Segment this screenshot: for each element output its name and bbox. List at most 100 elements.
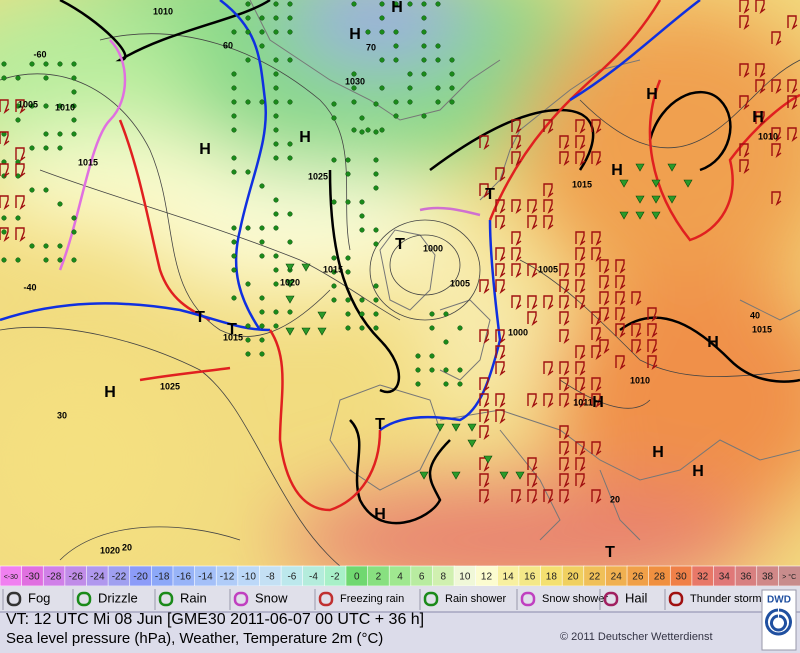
scale-label: 26 — [632, 572, 644, 583]
shower-symbol — [467, 423, 477, 432]
map-value-label: 30 — [57, 410, 67, 420]
rain-dot — [245, 57, 251, 63]
rain-dot — [245, 337, 251, 343]
rain-dot — [259, 183, 265, 189]
map-value-label: 1005 — [18, 99, 38, 109]
pressure-center: H — [707, 334, 719, 351]
rain-dot — [1, 257, 7, 263]
rain-dot — [435, 43, 441, 49]
scale-label: -26 — [68, 572, 83, 583]
thunderstorm-symbol — [15, 163, 26, 178]
rain-dot — [231, 239, 237, 245]
map-value-label: 1005 — [538, 264, 558, 274]
rain-dot — [57, 145, 63, 151]
thunderstorm-symbol — [771, 191, 782, 206]
shower-symbol — [285, 279, 295, 288]
scale-label: 24 — [611, 572, 623, 583]
map-value-label: -60 — [33, 49, 46, 59]
rain-dot — [393, 57, 399, 63]
thunderstorm-symbol — [559, 263, 570, 278]
scale-label: -14 — [198, 572, 213, 583]
rain-dot — [29, 103, 35, 109]
thunderstorm-symbol — [479, 473, 490, 488]
shower-symbol — [483, 455, 493, 464]
legend-icon — [6, 591, 22, 607]
thunderstorm-symbol — [511, 247, 522, 262]
legend-label: Freezing rain — [340, 593, 404, 605]
rain-dot — [331, 269, 337, 275]
thunderstorm-symbol — [559, 279, 570, 294]
rain-dot — [373, 171, 379, 177]
thunderstorm-symbol — [495, 215, 506, 230]
legend-icon — [603, 591, 619, 607]
scale-label: 6 — [419, 572, 425, 583]
map-value-label: 1010 — [153, 6, 173, 16]
thunderstorm-symbol — [575, 345, 586, 360]
rain-dot — [345, 269, 351, 275]
thunderstorm-symbol — [559, 151, 570, 166]
scale-label: 30 — [676, 572, 688, 583]
rain-dot — [429, 353, 435, 359]
rain-dot — [273, 29, 279, 35]
rain-dot — [231, 29, 237, 35]
rain-dot — [287, 15, 293, 21]
rain-dot — [273, 71, 279, 77]
rain-dot — [331, 283, 337, 289]
thunderstorm-symbol — [787, 79, 798, 94]
shower-symbol — [667, 195, 677, 204]
rain-dot — [15, 75, 21, 81]
thunderstorm-symbol — [559, 329, 570, 344]
rain-dot — [351, 85, 357, 91]
rain-dot — [43, 243, 49, 249]
thunderstorm-symbol — [591, 489, 602, 504]
rain-dot — [345, 255, 351, 261]
thunderstorm-symbol — [631, 323, 642, 338]
thunderstorm-symbol — [739, 15, 750, 30]
thunderstorm-symbol — [527, 295, 538, 310]
pressure-center: T — [375, 416, 385, 433]
thunderstorm-symbol — [771, 127, 782, 142]
rain-dot — [287, 239, 293, 245]
scale-label: -10 — [241, 572, 256, 583]
thunderstorm-symbol — [527, 215, 538, 230]
shower-symbol — [651, 211, 661, 220]
thunderstorm-symbol — [615, 323, 626, 338]
rain-dot — [259, 309, 265, 315]
rain-dot — [359, 325, 365, 331]
thunderstorm-symbol — [599, 291, 610, 306]
thunderstorm-symbol — [527, 311, 538, 326]
rain-dot — [345, 297, 351, 303]
thunderstorm-symbol — [527, 473, 538, 488]
thunderstorm-symbol — [755, 0, 766, 14]
pressure-center: H — [692, 463, 704, 480]
rain-dot — [393, 99, 399, 105]
rain-dot — [287, 99, 293, 105]
shower-symbol — [301, 327, 311, 336]
thunderstorm-symbol — [543, 183, 554, 198]
map-value-label: 1015 — [323, 264, 343, 274]
rain-dot — [273, 141, 279, 147]
scale-label: > °C — [782, 573, 796, 581]
rain-dot — [331, 115, 337, 121]
thunderstorm-symbol — [787, 127, 798, 142]
rain-dot — [71, 103, 77, 109]
thunderstorm-symbol — [559, 361, 570, 376]
map-value-label: 1010 — [55, 102, 75, 112]
shower-symbol — [635, 211, 645, 220]
rain-dot — [259, 99, 265, 105]
rain-dot — [273, 15, 279, 21]
fronts — [0, 0, 800, 512]
thunderstorm-symbol — [527, 457, 538, 472]
dwd-logo: DWD — [761, 589, 797, 651]
thunderstorm-symbol — [771, 31, 782, 46]
rain-dot — [273, 253, 279, 259]
rain-dot — [421, 29, 427, 35]
rain-dot — [43, 145, 49, 151]
rain-dot — [345, 157, 351, 163]
shower-symbol — [467, 439, 477, 448]
rain-dot — [259, 253, 265, 259]
thunderstorm-symbol — [591, 377, 602, 392]
thunderstorm-symbol — [591, 327, 602, 342]
rain-dot — [259, 43, 265, 49]
rain-dot — [43, 131, 49, 137]
